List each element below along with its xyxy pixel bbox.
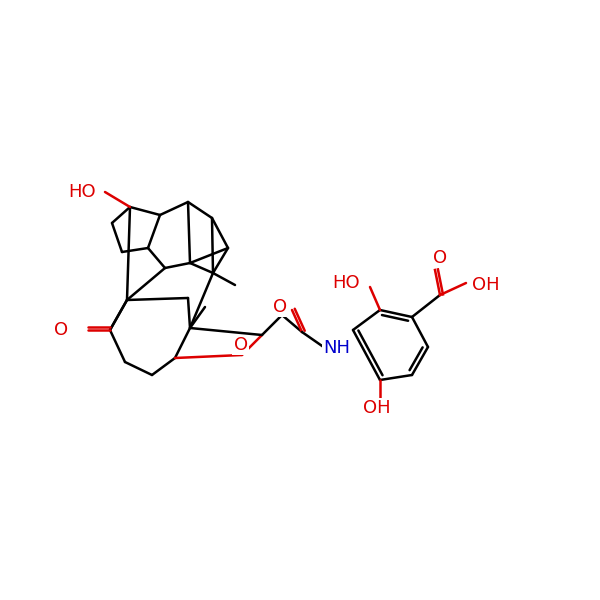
Text: O: O <box>234 336 248 354</box>
Text: O: O <box>54 321 68 339</box>
Text: O: O <box>433 249 447 267</box>
Text: OH: OH <box>472 276 500 294</box>
Text: NH: NH <box>323 339 350 357</box>
Text: O: O <box>273 298 287 316</box>
Text: OH: OH <box>363 399 391 417</box>
Text: HO: HO <box>332 274 360 292</box>
Text: HO: HO <box>68 183 96 201</box>
